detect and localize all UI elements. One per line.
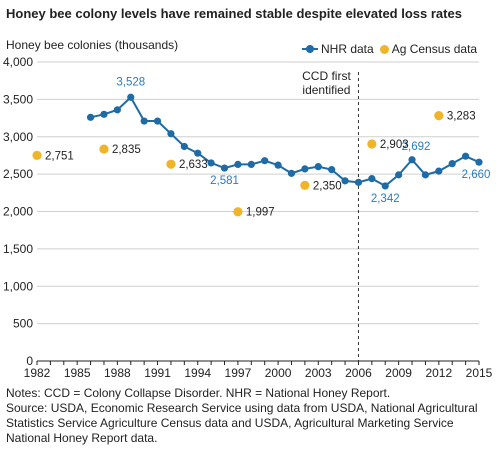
- census-data-point: [233, 207, 243, 217]
- x-tick-label: 2006: [345, 366, 372, 380]
- x-tick-label: 2003: [305, 366, 332, 380]
- nhr-data-point: [328, 166, 336, 174]
- y-tick-label: 500: [13, 317, 33, 331]
- y-tick-label: 0: [26, 354, 33, 368]
- legend-item-nhr: NHR data: [302, 42, 374, 56]
- nhr-data-point: [448, 160, 456, 168]
- nhr-data-point: [86, 113, 95, 121]
- chart-title: Honey bee colony levels have remained st…: [6, 6, 462, 21]
- nhr-data-point: [180, 142, 188, 151]
- nhr-data-point: [113, 106, 121, 114]
- x-tick-label: 1988: [104, 366, 131, 380]
- nhr-data-point: [462, 152, 470, 160]
- x-tick-label: 1982: [24, 366, 51, 380]
- nhr-data-label: 2,660: [462, 169, 491, 181]
- x-tick-label: 2000: [265, 366, 292, 380]
- census-data-point: [434, 110, 444, 121]
- nhr-data-point: [301, 165, 309, 173]
- nhr-data-point: [100, 110, 108, 118]
- notes: Notes: CCD = Colony Collapse Disorder. N…: [6, 386, 496, 446]
- ccd-annotation-text: CCD first: [302, 69, 351, 83]
- y-tick-label: 2,500: [3, 167, 33, 181]
- ccd-annotation-text: identified: [302, 83, 350, 97]
- nhr-data-point: [368, 175, 376, 183]
- legend-item-census: Ag Census data: [379, 42, 478, 56]
- census-data-point: [166, 159, 176, 169]
- y-tick-label: 3,500: [3, 92, 33, 106]
- census-data-label: 2,835: [112, 144, 141, 156]
- y-tick-label: 3,000: [3, 130, 33, 144]
- nhr-data-point: [167, 130, 175, 138]
- census-data-label: 2,751: [45, 150, 74, 162]
- nhr-data-point: [435, 167, 443, 175]
- nhr-data-point: [153, 117, 162, 125]
- nhr-data-label: 2,342: [371, 193, 400, 205]
- notes-source: Source: USDA, Economic Research Service …: [6, 401, 478, 445]
- census-data-point: [32, 150, 42, 160]
- nhr-data-label: 2,581: [210, 175, 239, 187]
- nhr-data-point: [381, 182, 389, 190]
- x-tick-label: 1994: [184, 366, 211, 380]
- nhr-data-point: [261, 157, 269, 165]
- nhr-data-point: [274, 161, 282, 169]
- x-tick-label: 1991: [144, 366, 171, 380]
- census-data-point: [300, 180, 310, 190]
- x-tick-label: 2015: [466, 366, 493, 380]
- nhr-data-point: [341, 177, 349, 185]
- y-tick-label: 2,000: [3, 205, 33, 219]
- y-axis-label: Honey bee colonies (thousands): [6, 38, 179, 52]
- nhr-data-label: 3,528: [116, 76, 145, 88]
- nhr-data-point: [234, 160, 242, 169]
- nhr-data-point: [194, 149, 202, 157]
- nhr-data-point: [220, 164, 229, 172]
- nhr-data-point: [207, 159, 215, 167]
- line-chart: 0 500 1,000 1,500 2,000 2,500 3,000 3,500 4,000 1…: [3, 55, 493, 380]
- nhr-data-point: [287, 169, 296, 177]
- nhr-data-point: [314, 163, 322, 171]
- nhr-data-point: [127, 93, 135, 101]
- census-data-label: 2,350: [313, 180, 342, 192]
- nhr-data-point: [140, 117, 148, 125]
- y-tick-label: 1,500: [3, 242, 33, 256]
- nhr-data-point: [354, 178, 363, 186]
- nhr-data-point: [247, 160, 255, 169]
- legend-nhr-label: NHR data: [321, 42, 374, 56]
- y-tick-label: 4,000: [3, 55, 33, 69]
- nhr-data-point: [475, 158, 483, 166]
- legend-census-marker-icon: [379, 44, 389, 54]
- nhr-data-point: [395, 171, 403, 179]
- y-tick-label: 1,000: [3, 279, 33, 293]
- x-tick-label: 1997: [225, 366, 252, 380]
- census-data-label: 2,903: [380, 139, 409, 151]
- nhr-data-label: 2,692: [402, 141, 431, 153]
- x-tick-label: 2009: [385, 366, 412, 380]
- census-data-label: 3,283: [447, 111, 476, 123]
- nhr-data-point: [408, 156, 416, 164]
- nhr-data-point: [421, 171, 430, 179]
- census-data-point: [99, 144, 109, 154]
- x-tick-label: 1985: [64, 366, 91, 380]
- x-tick-label: 2012: [425, 366, 452, 380]
- census-data-label: 2,633: [179, 159, 208, 171]
- census-data-label: 1,997: [246, 207, 275, 219]
- notes-abbreviations: Notes: CCD = Colony Collapse Disorder. N…: [6, 386, 391, 400]
- legend-census-label: Ag Census data: [391, 42, 478, 56]
- legend-nhr-marker-icon: [302, 45, 318, 53]
- legend: NHR data Ag Census data: [302, 42, 483, 56]
- census-data-point: [367, 139, 377, 149]
